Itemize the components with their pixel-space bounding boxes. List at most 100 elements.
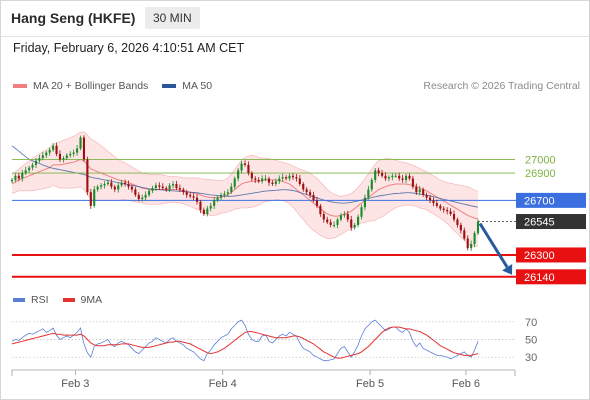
candle-body [459,224,462,231]
ma50-line [11,145,479,208]
candle-body [404,175,408,180]
candle-body [470,244,473,249]
level-26140-label: 26140 [524,272,555,284]
candle-body [271,182,274,184]
candle-body [267,178,271,183]
level-26545-tag [516,214,586,230]
header-bar: Hang Seng (HKFE) 30 MIN [0,0,590,37]
candle-body [439,205,442,209]
x-axis: Feb 3 Feb 4 Feb 5 Feb 6 [11,369,516,390]
ma50-swatch [162,84,177,88]
candle-body [240,163,243,171]
timeframe-badge[interactable]: 30 MIN [145,7,200,29]
candle-body [326,219,329,223]
candle-body [69,153,72,156]
candle-body [38,158,41,161]
candle-body [394,175,397,177]
candle-body [110,182,113,187]
candle-body [442,208,445,210]
candle-body [463,230,466,239]
candle-body [425,194,428,198]
candle-body [370,179,373,190]
candle-body [374,170,377,180]
candle-body [175,183,178,189]
candle-body [178,188,181,190]
candle-body [41,155,44,159]
legend-item-ma50: MA 50 [162,80,212,92]
candle-body [261,178,264,182]
level-26700-label: 26700 [524,195,555,207]
candle-body [195,197,199,202]
candle-body [264,178,267,180]
candle-body [65,155,68,159]
candle-body [216,197,219,201]
candle-body [117,185,120,190]
candle-body [100,185,103,187]
candle-body [250,173,253,179]
candle-body [312,194,315,201]
level-26140-tag [516,269,586,285]
level-26300-tag [516,247,586,263]
rsi-tick-30: 30 [525,352,537,364]
credit-text: Research © 2026 Trading Central [423,80,580,92]
legend-item-bollinger: MA 20 + Bollinger Bands [13,80,148,92]
candle-body [466,238,469,249]
rsi-tick-50: 50 [525,335,537,347]
bollinger-lower-line [11,185,478,247]
candle-body [134,189,137,195]
candle-body [408,175,411,179]
candle-body [165,188,168,190]
candle-body [411,178,414,187]
candle-body [285,177,288,179]
x-tick-label: Feb 3 [61,378,89,390]
ma20-line [11,158,479,220]
candle-body [295,177,298,179]
candle-body [147,190,151,195]
candle-body [93,189,96,206]
candle-body [96,186,99,190]
candle-body [476,221,480,234]
candle-body [281,177,284,179]
candle-body [302,183,305,190]
candle-body [10,179,14,182]
ma50-legend-label: MA 50 [182,80,213,92]
rsi-line [11,319,479,362]
candle-body [141,197,144,200]
candle-body [343,214,346,216]
candle-body [206,208,209,215]
candle-body [213,200,216,206]
candle-body [189,194,192,197]
forecast-arrow-head [502,263,513,275]
candle-body [168,185,171,190]
candle-body [223,193,226,195]
candle-body [137,194,140,200]
candle-body [154,185,157,189]
candle-body [14,175,17,180]
candle-body [319,205,322,215]
rsi-ma-legend-label: 9MA [80,294,103,306]
candle-body [456,219,459,225]
candle-body [367,189,370,198]
candle-body [82,137,86,160]
candle-body [79,137,82,149]
candle-body [384,175,387,179]
candle-body [237,170,240,179]
candle-body [86,159,89,193]
rsi-swatch [13,298,25,302]
candle-body [291,175,295,178]
level-26900-label: 26900 [525,168,556,180]
level-26300-label: 26300 [524,250,555,262]
candle-body [182,189,185,193]
candle-body [21,173,24,179]
candle-body [247,164,250,174]
candle-body [452,214,456,220]
rsi-ma-line [11,326,479,359]
main-plot-area: 27000 26900 26700 26545 26300 26140 [10,131,586,285]
rsi-legend: RSI 9MA [13,294,116,306]
candle-body [171,183,175,186]
x-tick-label: Feb 4 [209,378,237,390]
rsi-legend-label: RSI [31,294,49,306]
x-tick-label: Feb 6 [452,378,480,390]
candle-body [120,182,123,186]
